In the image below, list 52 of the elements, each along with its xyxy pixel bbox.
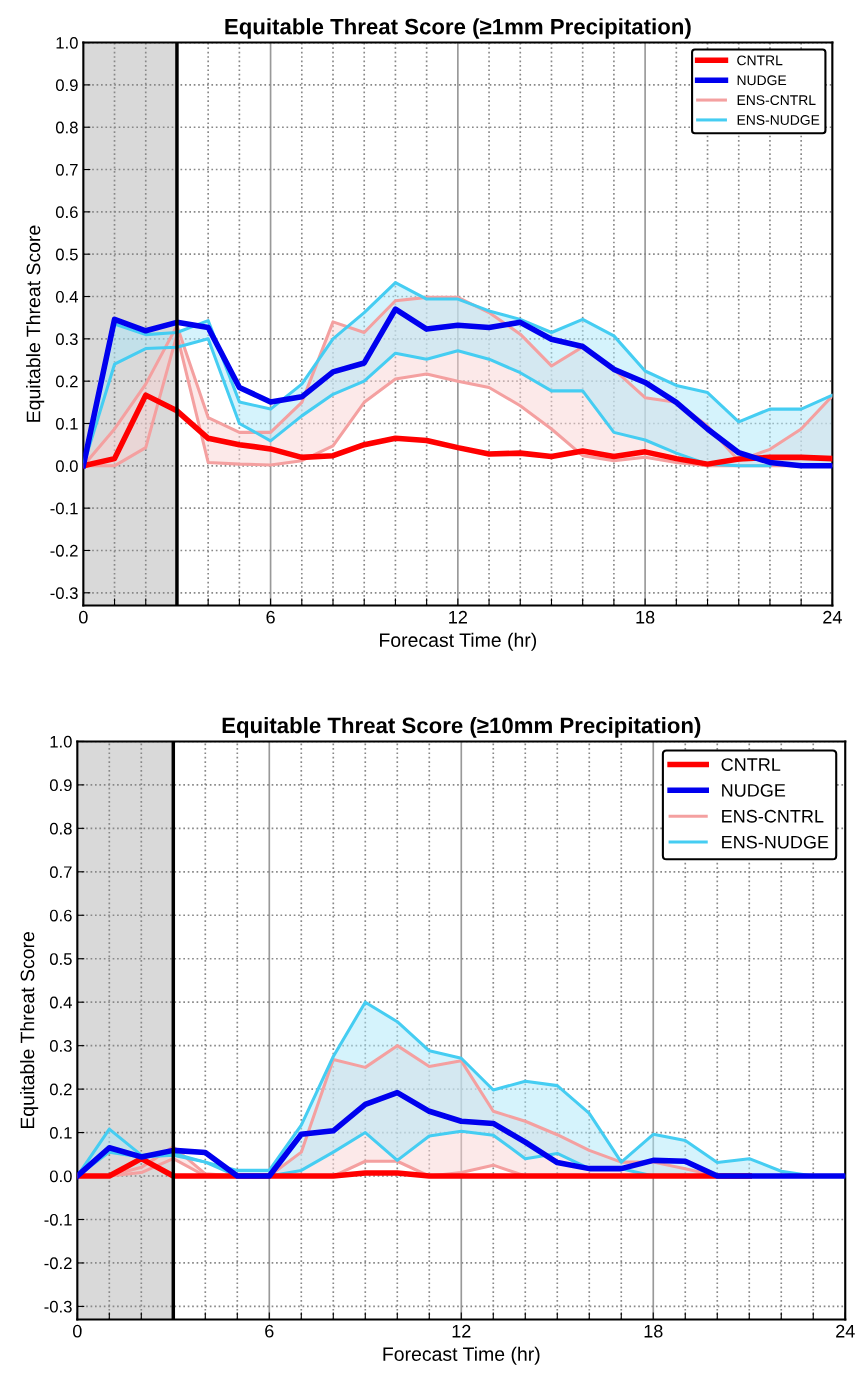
y-tick-label: 0.9	[55, 79, 78, 92]
y-tick-label: 0.2	[55, 375, 78, 388]
y-tick-label: 0.3	[55, 333, 78, 346]
x-tick-label: 12	[452, 1324, 471, 1338]
x-axis-title: Forecast Time (hr)	[380, 632, 537, 651]
legend-label: ENS-NUDGE	[722, 835, 829, 849]
y-tick-label: 0.4	[55, 290, 78, 303]
y-tick-label: 0.1	[55, 417, 78, 430]
y-tick-label: 0.8	[55, 121, 78, 134]
legend-label: ENS-CNTRL	[722, 809, 824, 823]
y-tick-label: 0.7	[49, 866, 72, 879]
y-tick-label: -0.1	[44, 1213, 72, 1226]
y-tick-label: 0.4	[49, 996, 72, 1009]
y-tick-label: 0.6	[55, 206, 78, 219]
legend-label: CNTRL	[737, 55, 783, 66]
y-tick-label: -0.2	[50, 544, 78, 557]
x-tick-label: 18	[644, 1324, 663, 1338]
y-tick-label: -0.2	[44, 1257, 72, 1270]
y-axis-title: Equitable Threat Score	[26, 225, 45, 422]
y-tick-label: 0.9	[49, 779, 72, 792]
legend-label: ENS-CNTRL	[737, 95, 816, 106]
legend-label: NUDGE	[737, 75, 787, 86]
chart-title: Equitable Threat Score (≥1mm Precipitation)	[225, 18, 691, 39]
y-tick-label: 0.1	[49, 1126, 72, 1139]
x-tick-label: 0	[79, 610, 88, 624]
y-tick-label: 0.6	[49, 909, 72, 922]
x-tick-label: 6	[265, 1324, 274, 1338]
y-tick-label: 0.3	[49, 1040, 72, 1052]
y-tick-label: -0.1	[50, 502, 78, 515]
x-tick-label: 0	[73, 1324, 82, 1338]
y-tick-label: 1.0	[50, 735, 72, 748]
y-tick-label: 0.5	[55, 248, 78, 261]
y-tick-label: 0.5	[49, 953, 72, 965]
legend-label: CNTRL	[721, 758, 781, 771]
y-tick-label: 0.0	[49, 1170, 72, 1183]
y-tick-label: 1.0	[56, 36, 78, 49]
chart-title: Equitable Threat Score (≥10mm Precipitation)	[222, 716, 701, 738]
x-axis-title: Forecast Time (hr)	[383, 1346, 540, 1365]
legend-label: ENS-NUDGE	[737, 115, 820, 125]
y-tick-label: 0.7	[55, 163, 78, 176]
y-tick-label: -0.3	[50, 587, 78, 599]
x-tick-label: 12	[449, 610, 467, 624]
x-tick-label: 6	[266, 610, 275, 624]
y-tick-label: 0.2	[49, 1083, 72, 1096]
y-tick-label: -0.3	[44, 1300, 72, 1313]
x-tick-label: 24	[836, 1324, 855, 1338]
y-tick-label: 0.0	[55, 460, 78, 473]
y-axis-title: Equitable Threat Score	[20, 932, 39, 1129]
x-tick-label: 18	[636, 610, 655, 624]
x-tick-label: 24	[823, 610, 842, 624]
legend-label: NUDGE	[722, 784, 786, 797]
y-tick-label: 0.8	[49, 822, 72, 835]
